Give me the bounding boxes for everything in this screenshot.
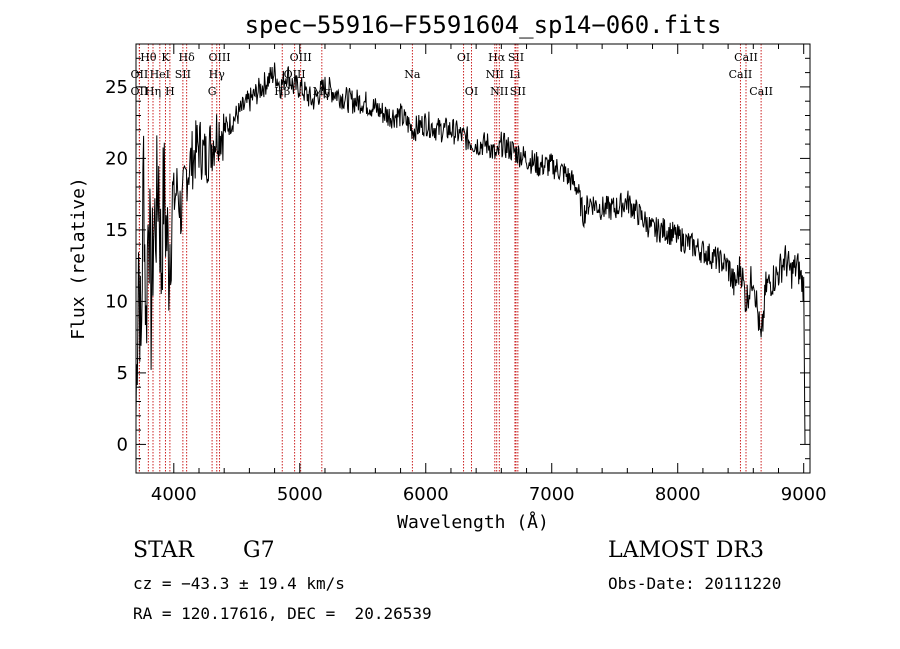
line-marker-label-6: OII — [131, 85, 149, 98]
line-marker-label-7: Hη — [145, 85, 161, 98]
line-marker-label-26: CaII — [729, 68, 753, 81]
line-marker-label-19: Hα — [488, 51, 506, 64]
y-tick-label-10: 10 — [105, 291, 128, 312]
object-class-label: STAR — [133, 538, 194, 563]
line-marker-label-1: K — [161, 51, 170, 64]
coordinates-text: RA = 120.17616, DEC = 20.26539 — [133, 604, 432, 623]
line-marker-label-25: CaII — [734, 51, 758, 64]
line-marker-label-23: NII — [490, 85, 508, 98]
x-tick-label-4000: 4000 — [151, 484, 197, 505]
line-marker-label-18: OI — [465, 85, 478, 98]
line-marker-label-8: H — [165, 85, 175, 98]
survey-label: LAMOST DR3 — [608, 538, 764, 563]
subclass-label: G7 — [243, 538, 275, 563]
spectrum-line — [135, 62, 806, 445]
line-marker-label-27: CaII — [749, 85, 773, 98]
x-tick-label-7000: 7000 — [529, 484, 575, 505]
line-marker-label-24: SII — [510, 85, 526, 98]
line-marker-label-0: Hθ — [140, 51, 157, 64]
line-marker-label-2: Hδ — [179, 51, 196, 64]
x-axis-label: Wavelength (Å) — [397, 511, 549, 533]
line-marker-label-12: OIII — [290, 51, 312, 64]
y-tick-label-5: 5 — [117, 363, 128, 384]
y-tick-label-25: 25 — [105, 77, 128, 98]
line-marker-label-9: G — [208, 85, 217, 98]
x-tick-label-6000: 6000 — [403, 484, 449, 505]
x-tick-label-9000: 9000 — [781, 484, 827, 505]
y-tick-label-0: 0 — [117, 434, 128, 455]
spectrum-chart: spec−55916−F5591604_sp14−060.fits Hθ K Hδ OI… — [68, 11, 827, 533]
x-tick-label-8000: 8000 — [655, 484, 701, 505]
line-marker-label-4: HeI — [150, 68, 170, 81]
y-tick-label-15: 15 — [105, 220, 128, 241]
line-marker-label-22: Li — [510, 68, 521, 81]
line-marker-label-20: SII — [508, 51, 524, 64]
redshift-text: cz = −43.3 ± 19.4 km/s — [133, 574, 345, 593]
line-marker-label-21: NII — [486, 68, 504, 81]
chart-title: spec−55916−F5591604_sp14−060.fits — [245, 11, 722, 39]
y-tick-label-20: 20 — [105, 148, 128, 169]
obs-date-text: Obs-Date: 20111220 — [608, 574, 782, 593]
line-marker-label-14: Hβ — [274, 85, 290, 98]
line-marker-label-11: Hγ — [209, 68, 226, 81]
line-marker-label-16: Na — [404, 68, 421, 81]
x-tick-label-5000: 5000 — [277, 484, 323, 505]
y-axis-label: Flux (relative) — [68, 177, 89, 340]
line-marker-label-5: SII — [175, 68, 191, 81]
line-marker-label-10: OIII — [208, 51, 230, 64]
line-marker-label-17: OI — [457, 51, 470, 64]
